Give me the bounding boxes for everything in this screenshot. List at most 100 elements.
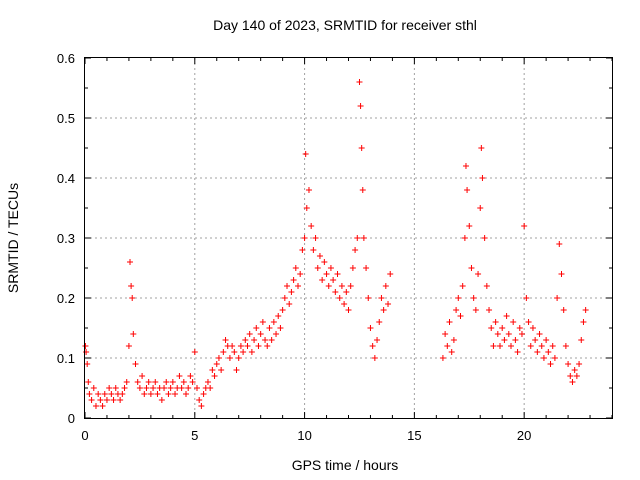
data-point bbox=[461, 235, 468, 241]
data-point bbox=[497, 343, 504, 349]
data-point bbox=[264, 343, 271, 349]
data-point bbox=[354, 235, 361, 241]
data-point bbox=[83, 349, 90, 355]
data-point bbox=[211, 373, 218, 379]
data-point bbox=[547, 361, 554, 367]
data-point bbox=[338, 283, 345, 289]
data-point bbox=[479, 175, 486, 181]
data-point bbox=[226, 355, 233, 361]
data-point bbox=[215, 355, 222, 361]
data-point bbox=[571, 367, 578, 373]
data-point bbox=[305, 187, 312, 193]
data-point bbox=[207, 385, 214, 391]
data-point bbox=[167, 385, 174, 391]
data-point bbox=[532, 337, 539, 343]
data-point bbox=[152, 379, 159, 385]
data-point bbox=[251, 337, 258, 343]
data-point bbox=[185, 385, 192, 391]
data-point bbox=[494, 331, 501, 337]
data-point bbox=[501, 337, 508, 343]
data-point bbox=[478, 145, 485, 151]
y-tick-label: 0.5 bbox=[57, 111, 75, 126]
data-point bbox=[514, 349, 521, 355]
x-tick-label: 10 bbox=[297, 428, 311, 443]
x-tick-label: 5 bbox=[191, 428, 198, 443]
data-point bbox=[556, 241, 563, 247]
data-point bbox=[294, 283, 301, 289]
data-point bbox=[538, 343, 545, 349]
data-point bbox=[464, 187, 471, 193]
data-point bbox=[510, 319, 517, 325]
data-point bbox=[86, 391, 93, 397]
data-point bbox=[507, 343, 514, 349]
data-point bbox=[246, 331, 253, 337]
data-point bbox=[231, 349, 238, 355]
data-point bbox=[387, 271, 394, 277]
data-point bbox=[483, 283, 490, 289]
data-point bbox=[145, 379, 152, 385]
data-point bbox=[127, 259, 134, 265]
data-point bbox=[380, 307, 387, 313]
x-tick-label: 20 bbox=[517, 428, 531, 443]
data-point bbox=[117, 397, 124, 403]
data-point bbox=[82, 343, 89, 349]
data-point bbox=[191, 349, 198, 355]
plot-frame bbox=[84, 57, 613, 419]
data-point bbox=[161, 385, 168, 391]
data-point bbox=[147, 391, 154, 397]
data-point bbox=[450, 337, 457, 343]
data-point bbox=[130, 331, 137, 337]
data-point bbox=[374, 337, 381, 343]
data-point bbox=[459, 283, 466, 289]
data-point bbox=[229, 343, 236, 349]
axis-ticks: 0 5 10 15 20 0 0.1 0.2 0.3 0.4 0.5 0.6 bbox=[57, 51, 613, 443]
data-point bbox=[341, 301, 348, 307]
data-point bbox=[558, 271, 565, 277]
data-point bbox=[213, 361, 220, 367]
data-point bbox=[95, 391, 102, 397]
data-point bbox=[446, 319, 453, 325]
data-point bbox=[477, 205, 484, 211]
data-point bbox=[277, 325, 284, 331]
data-point bbox=[576, 361, 583, 367]
data-point bbox=[237, 343, 244, 349]
data-point bbox=[490, 343, 497, 349]
data-point bbox=[551, 355, 558, 361]
data-point bbox=[301, 235, 308, 241]
data-point bbox=[204, 379, 211, 385]
data-point bbox=[385, 301, 392, 307]
data-point bbox=[462, 163, 469, 169]
data-point bbox=[554, 295, 561, 301]
data-point bbox=[176, 373, 183, 379]
data-point bbox=[281, 295, 288, 301]
data-point bbox=[488, 325, 495, 331]
data-point bbox=[325, 283, 332, 289]
data-point bbox=[235, 355, 242, 361]
data-point bbox=[475, 271, 482, 277]
data-point bbox=[110, 397, 117, 403]
data-point bbox=[218, 367, 225, 373]
data-point bbox=[288, 289, 295, 295]
data-point bbox=[141, 391, 148, 397]
data-point bbox=[128, 283, 135, 289]
data-point bbox=[88, 397, 95, 403]
data-point bbox=[134, 379, 141, 385]
data-point bbox=[198, 403, 205, 409]
data-point bbox=[334, 271, 341, 277]
data-point bbox=[193, 385, 200, 391]
data-point bbox=[125, 343, 132, 349]
data-point bbox=[275, 313, 282, 319]
data-point bbox=[359, 187, 366, 193]
data-point bbox=[165, 391, 172, 397]
data-point bbox=[316, 253, 323, 259]
data-point bbox=[330, 277, 337, 283]
data-point bbox=[565, 361, 572, 367]
data-point bbox=[242, 337, 249, 343]
data-point bbox=[327, 265, 334, 271]
x-axis-label: GPS time / hours bbox=[292, 457, 399, 473]
data-point bbox=[365, 295, 372, 301]
data-point bbox=[284, 283, 291, 289]
data-point bbox=[262, 337, 269, 343]
data-point bbox=[371, 355, 378, 361]
